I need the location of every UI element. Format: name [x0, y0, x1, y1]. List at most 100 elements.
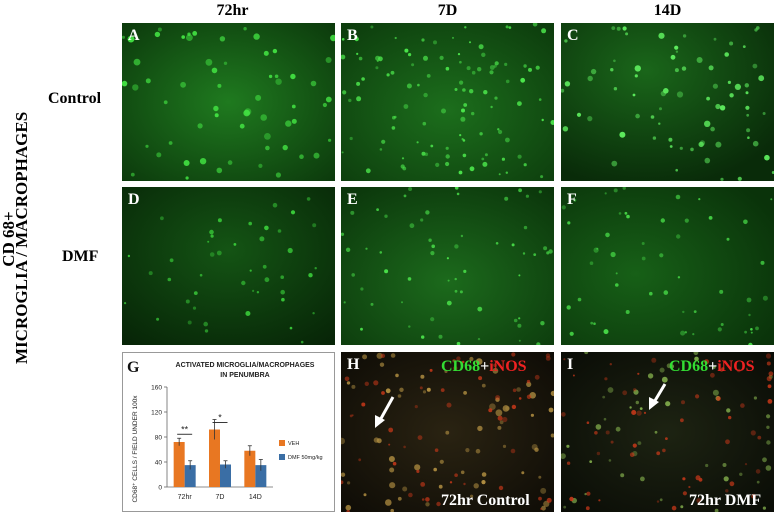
cell-speck: [341, 38, 345, 41]
cell-speck: [394, 36, 397, 40]
cell-speck: [523, 225, 528, 230]
cell-speck: [692, 333, 695, 336]
cell-speck: [610, 251, 616, 258]
cell-speck: [712, 389, 719, 396]
cell-speck: [669, 364, 675, 369]
cell-speck: [753, 396, 757, 400]
cell-speck: [590, 321, 594, 325]
cell-speck: [287, 247, 293, 254]
cell-speck: [478, 44, 484, 50]
cell-speck: [589, 460, 593, 463]
cell-speck: [705, 463, 709, 468]
cell-speck: [550, 433, 554, 438]
cell-speck: [408, 492, 413, 498]
cell-speck: [423, 55, 428, 61]
micrograph-panel-a: A: [122, 23, 335, 181]
cell-speck: [523, 163, 527, 167]
cell-speck: [199, 158, 207, 165]
caption-h: 72hr Control: [441, 492, 530, 509]
cell-speck: [723, 476, 729, 482]
cell-speck: [275, 78, 282, 85]
cell-speck: [610, 68, 614, 72]
cell-speck: [440, 388, 445, 392]
cell-speck: [680, 330, 686, 336]
cell-speck: [482, 161, 488, 167]
cell-speck: [461, 360, 465, 364]
cell-speck: [602, 395, 606, 399]
cell-speck: [245, 311, 251, 316]
overlay-title-h: CD68+iNOS: [441, 358, 527, 376]
cell-speck: [747, 136, 750, 139]
cell-speck: [573, 199, 577, 202]
cell-speck: [643, 411, 647, 414]
cell-speck: [517, 154, 522, 159]
overlay-plus: +: [480, 358, 490, 375]
cell-speck: [516, 387, 521, 392]
cell-speck: [517, 101, 522, 106]
cell-speck: [122, 80, 128, 87]
cell-speck: [498, 129, 503, 135]
cell-speck: [445, 66, 450, 71]
cell-speck: [169, 258, 174, 263]
cell-speck: [572, 374, 575, 377]
chart-title: ACTIVATED MICROGLIA/MACROPHAGES: [176, 362, 315, 369]
cell-speck: [403, 445, 406, 449]
cell-speck: [300, 340, 304, 344]
cell-speck: [502, 444, 507, 448]
cell-speck: [708, 216, 713, 220]
cell-speck: [385, 499, 392, 506]
cell-speck: [381, 139, 386, 144]
cell-speck: [619, 131, 626, 138]
cell-speck: [145, 144, 149, 148]
cell-speck: [388, 427, 394, 433]
cell-speck: [526, 381, 532, 387]
cell-speck: [421, 151, 426, 156]
cell-speck: [656, 500, 660, 503]
cell-speck: [361, 402, 366, 407]
cell-speck: [130, 172, 135, 177]
legend-label: VEH: [288, 441, 299, 447]
cell-speck: [475, 358, 483, 365]
cell-speck: [419, 386, 423, 390]
cell-speck: [615, 426, 621, 432]
cell-speck: [561, 453, 566, 459]
cell-speck: [446, 257, 449, 260]
cell-speck: [493, 363, 497, 368]
arrow-icon: [375, 396, 395, 428]
cell-speck: [417, 435, 423, 440]
cell-speck: [260, 114, 267, 121]
cell-speck: [660, 218, 665, 223]
cell-speck: [399, 387, 404, 392]
cell-speck: [187, 32, 191, 36]
cell-speck: [550, 120, 554, 125]
cell-speck: [510, 448, 516, 454]
cell-speck: [587, 116, 593, 122]
cell-speck: [633, 389, 639, 395]
cell-speck: [616, 26, 621, 31]
cell-speck: [281, 297, 285, 302]
cell-speck: [197, 123, 203, 129]
cell-speck: [682, 491, 687, 496]
cell-speck: [748, 342, 753, 345]
cell-speck: [737, 368, 741, 373]
legend-label: DMF 50mg/kg: [288, 455, 323, 461]
cell-speck: [461, 108, 465, 113]
cell-speck: [518, 397, 522, 400]
cell-speck: [463, 391, 467, 395]
cell-speck: [375, 66, 379, 70]
cell-speck: [341, 437, 345, 445]
cell-speck: [454, 88, 458, 91]
cell-speck: [512, 388, 517, 393]
cell-speck: [379, 362, 385, 367]
cell-speck: [498, 485, 504, 491]
cell-speck: [605, 430, 610, 435]
cell-speck: [376, 352, 383, 359]
cell-speck: [379, 148, 383, 151]
cell-speck: [536, 342, 541, 345]
cell-speck: [365, 168, 371, 174]
cell-speck: [313, 152, 320, 159]
cell-speck: [522, 252, 526, 255]
panel-label-e: E: [347, 191, 358, 208]
cell-speck: [263, 50, 269, 56]
cell-speck: [462, 88, 466, 92]
